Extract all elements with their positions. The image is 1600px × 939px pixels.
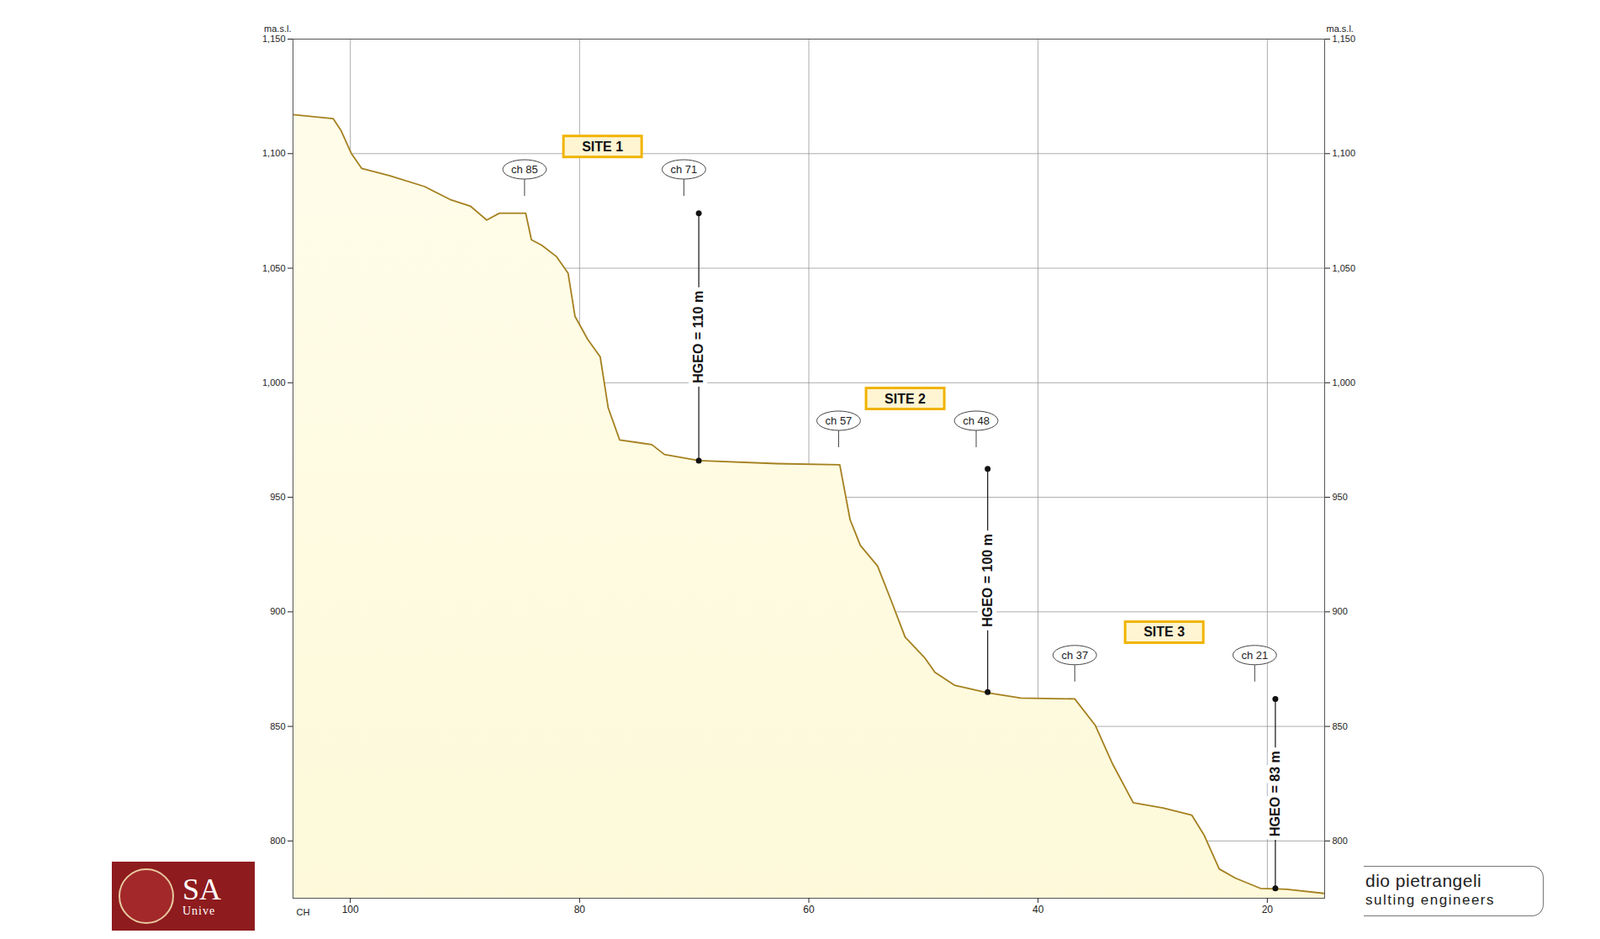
svg-text:1,150: 1,150 bbox=[1332, 33, 1357, 44]
html-text:dio pietrangeli: dio pietrangeli bbox=[1365, 871, 1482, 891]
svg-text:HGEO = 83 m: HGEO = 83 m bbox=[1267, 750, 1283, 837]
svg-text:20: 20 bbox=[1262, 903, 1274, 916]
svg-text:CH: CH bbox=[296, 907, 311, 918]
svg-text:SITE 1: SITE 1 bbox=[581, 139, 624, 154]
html-text:sulting engineers: sulting engineers bbox=[1365, 892, 1495, 909]
svg-text:ch 57: ch 57 bbox=[825, 414, 853, 428]
svg-text:850: 850 bbox=[1332, 721, 1348, 732]
svg-text:850: 850 bbox=[269, 721, 286, 732]
html-text:SA: SA bbox=[182, 872, 222, 907]
svg-text:800: 800 bbox=[269, 835, 286, 846]
svg-text:ch 21: ch 21 bbox=[1240, 649, 1268, 662]
svg-text:1,150: 1,150 bbox=[262, 33, 286, 44]
svg-text:HGEO = 110 m: HGEO = 110 m bbox=[691, 290, 706, 384]
svg-text:SITE 2: SITE 2 bbox=[884, 390, 926, 406]
svg-text:40: 40 bbox=[1032, 903, 1045, 916]
svg-text:80: 80 bbox=[574, 903, 587, 916]
svg-text:100: 100 bbox=[342, 903, 360, 916]
svg-text:900: 900 bbox=[1332, 606, 1348, 617]
svg-text:HGEO = 100 m: HGEO = 100 m bbox=[980, 533, 995, 628]
svg-text:60: 60 bbox=[802, 903, 815, 916]
svg-text:950: 950 bbox=[1332, 491, 1348, 502]
svg-text:ch 85: ch 85 bbox=[511, 163, 539, 176]
svg-text:1,050: 1,050 bbox=[1332, 263, 1357, 274]
svg-text:1,100: 1,100 bbox=[262, 147, 286, 159]
svg-text:1,100: 1,100 bbox=[1332, 147, 1357, 159]
html-text:Unive: Unive bbox=[182, 904, 216, 918]
svg-text:1,050: 1,050 bbox=[262, 263, 286, 274]
svg-text:1,000: 1,000 bbox=[1332, 377, 1357, 388]
svg-text:ch 48: ch 48 bbox=[962, 414, 990, 428]
svg-text:800: 800 bbox=[1332, 835, 1348, 846]
svg-text:ma.s.l.: ma.s.l. bbox=[264, 23, 291, 34]
svg-text:ch 71: ch 71 bbox=[670, 163, 698, 176]
svg-text:SITE 3: SITE 3 bbox=[1143, 624, 1185, 639]
svg-text:ma.s.l.: ma.s.l. bbox=[1326, 23, 1354, 34]
svg-text:ch 37: ch 37 bbox=[1061, 649, 1088, 662]
svg-text:950: 950 bbox=[269, 491, 286, 502]
svg-text:1,000: 1,000 bbox=[262, 377, 286, 388]
svg-text:900: 900 bbox=[269, 606, 286, 617]
